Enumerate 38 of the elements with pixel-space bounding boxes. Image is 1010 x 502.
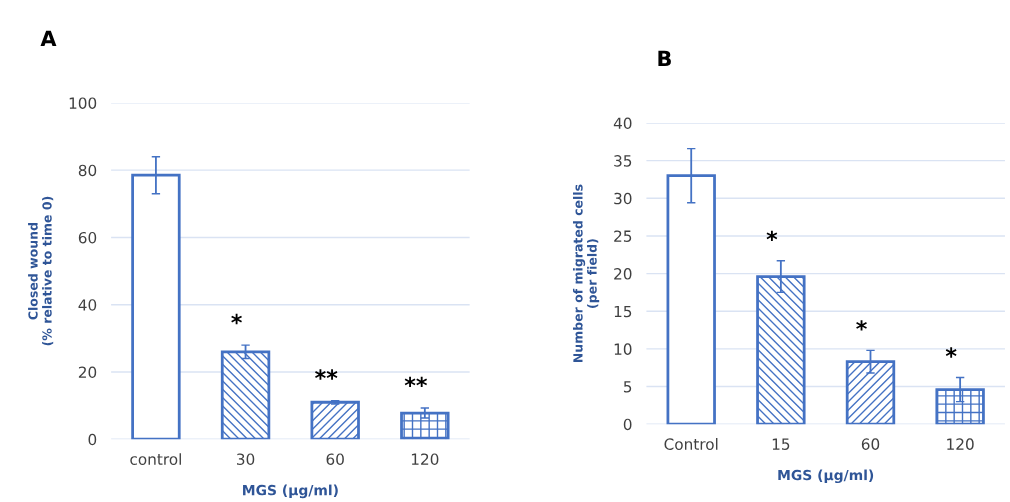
- y-tick-label: 20: [614, 268, 632, 280]
- annotation: *: [766, 230, 778, 241]
- y-tick-label: 30: [614, 192, 632, 205]
- bar: [310, 400, 360, 440]
- x-tick-label: 60: [861, 438, 880, 450]
- y-tick-label: 60: [78, 231, 97, 244]
- x-axis-title: MGS (µg/ml): [243, 484, 338, 499]
- y-tick-label: 80: [78, 164, 97, 177]
- y-tick-label: 25: [614, 230, 632, 242]
- annotation: **: [404, 376, 428, 388]
- y-tick-label: 15: [614, 305, 632, 318]
- annotation: *: [856, 320, 867, 331]
- chart-title: A: [40, 30, 57, 46]
- y-tick-label: 40: [613, 117, 632, 130]
- y-tick-label: 40: [78, 299, 97, 311]
- y-tick-label: 0: [623, 418, 632, 431]
- y-tick-label: 100: [69, 97, 97, 109]
- y-axis-title: Number of migrated cells (per field): [572, 184, 600, 363]
- annotation: **: [315, 369, 338, 380]
- y-axis-title: Closed wound (% relative to time 0): [28, 196, 54, 346]
- chart-title: B: [658, 50, 671, 67]
- x-tick-label: 120: [411, 453, 439, 465]
- y-tick-label: 5: [623, 381, 632, 393]
- y-tick-label: 35: [614, 155, 632, 167]
- bar: [400, 411, 450, 440]
- x-tick-label: control: [130, 453, 181, 465]
- annotation: *: [945, 347, 957, 358]
- y-tick-label: 20: [78, 366, 97, 378]
- y-tick-label: 0: [88, 433, 97, 446]
- annotation: *: [231, 313, 242, 325]
- x-tick-label: 120: [947, 438, 974, 450]
- x-tick-label: 60: [326, 453, 344, 465]
- x-axis-title: MGS (µg/ml): [778, 469, 874, 484]
- y-tick-label: 10: [614, 343, 632, 355]
- bar: [220, 350, 271, 440]
- x-tick-label: Control: [664, 438, 718, 450]
- x-tick-label: 30: [237, 453, 255, 465]
- x-tick-label: 15: [772, 438, 790, 450]
